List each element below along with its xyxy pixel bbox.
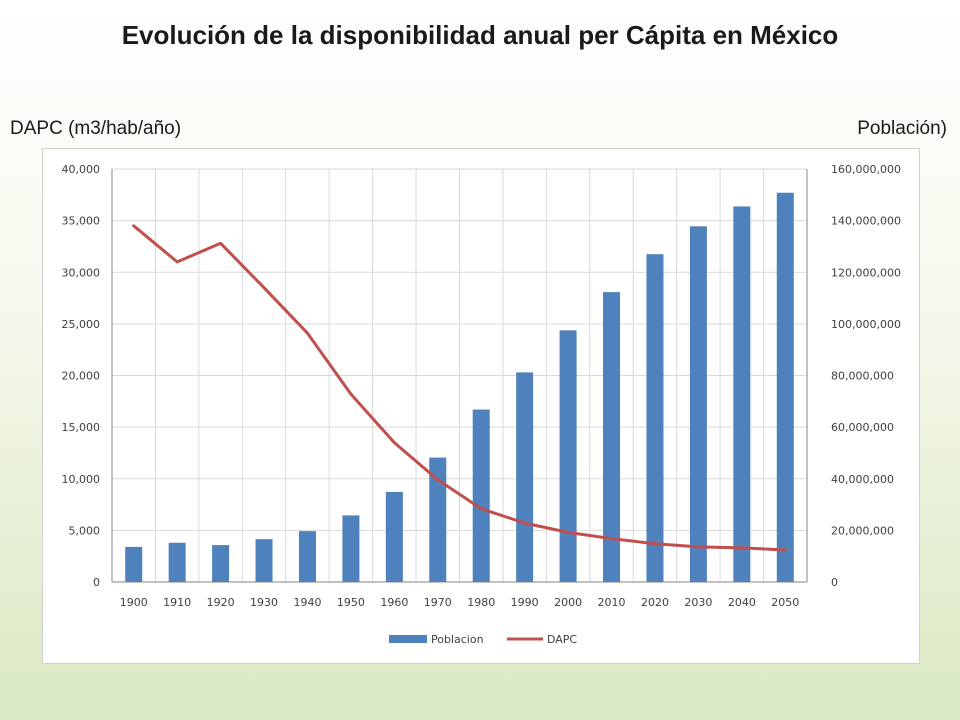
poblacion-bar (342, 515, 360, 582)
left-axis-tick-label: 10,000 (62, 473, 101, 486)
slide-title: Evolución de la disponibilidad anual per… (121, 20, 839, 50)
left-axis-tick-label: 5,000 (69, 524, 101, 537)
x-axis-tick-label: 2020 (641, 596, 669, 609)
poblacion-bar (255, 539, 273, 582)
poblacion-bar (559, 330, 577, 582)
right-axis-tick-label: 160,000,000 (831, 163, 901, 176)
x-axis-tick-label: 1920 (207, 596, 235, 609)
poblacion-bar (516, 372, 534, 582)
left-axis-tick-label: 15,000 (62, 421, 101, 434)
left-axis-tick-label: 40,000 (62, 163, 101, 176)
poblacion-bar (429, 457, 447, 582)
x-axis-tick-label: 2040 (728, 596, 756, 609)
dapc-line (132, 224, 787, 552)
x-axis-tick-label: 1940 (293, 596, 321, 609)
right-axis-tick-label: 20,000,000 (831, 524, 894, 537)
x-axis-tick-label: 2050 (771, 596, 799, 609)
x-axis-tick-label: 2030 (684, 596, 712, 609)
left-axis-tick-label: 0 (93, 576, 100, 589)
x-axis-tick-label: 2010 (598, 596, 626, 609)
x-axis-tick-label: 1930 (250, 596, 278, 609)
poblacion-bar (125, 546, 143, 582)
left-axis-tick-label: 35,000 (62, 215, 101, 228)
left-axis-tick-label: 20,000 (62, 370, 101, 383)
left-axis-tick-label: 30,000 (62, 266, 101, 279)
poblacion-bar (646, 254, 664, 582)
legend-label-poblacion: Poblacion (431, 633, 484, 646)
right-axis-caption: Población) (857, 118, 947, 139)
right-axis-tick-label: 140,000,000 (831, 215, 901, 228)
right-axis-tick-label: 120,000,000 (831, 266, 901, 279)
x-axis-tick-label: 1980 (467, 596, 495, 609)
right-axis-tick-label: 0 (831, 576, 838, 589)
x-axis-tick-label: 2000 (554, 596, 582, 609)
legend-label-dapc: DAPC (547, 633, 577, 646)
right-axis-tick-label: 40,000,000 (831, 473, 894, 486)
poblacion-bar (168, 542, 186, 582)
x-axis-tick-label: 1900 (120, 596, 148, 609)
poblacion-bar (385, 491, 403, 582)
poblacion-bar (212, 545, 230, 582)
poblacion-bar (733, 206, 751, 582)
right-axis-tick-label: 80,000,000 (831, 370, 894, 383)
x-axis-tick-label: 1970 (424, 596, 452, 609)
legend-swatch-poblacion (389, 635, 427, 643)
left-axis-tick-label: 25,000 (62, 318, 101, 331)
poblacion-bar (603, 292, 621, 582)
chart-panel: 0 5,000 10,000 15,000 20,000 25,000 30,000 35,0… (42, 148, 920, 664)
poblacion-bar (298, 531, 316, 582)
right-axis-tick-label: 100,000,000 (831, 318, 901, 331)
right-axis-tick-label: 60,000,000 (831, 421, 894, 434)
x-axis-tick-label: 1910 (163, 596, 191, 609)
x-axis-tick-label: 1960 (380, 596, 408, 609)
poblacion-bar (776, 192, 794, 582)
combo-chart: 0 5,000 10,000 15,000 20,000 25,000 30,000 35,0… (62, 163, 901, 646)
left-axis-caption: DAPC (m3/hab/año) (10, 118, 182, 139)
poblacion-bar (689, 226, 707, 582)
poblacion-bar (472, 409, 490, 582)
x-axis-tick-label: 1950 (337, 596, 365, 609)
x-axis-tick-label: 1990 (511, 596, 539, 609)
